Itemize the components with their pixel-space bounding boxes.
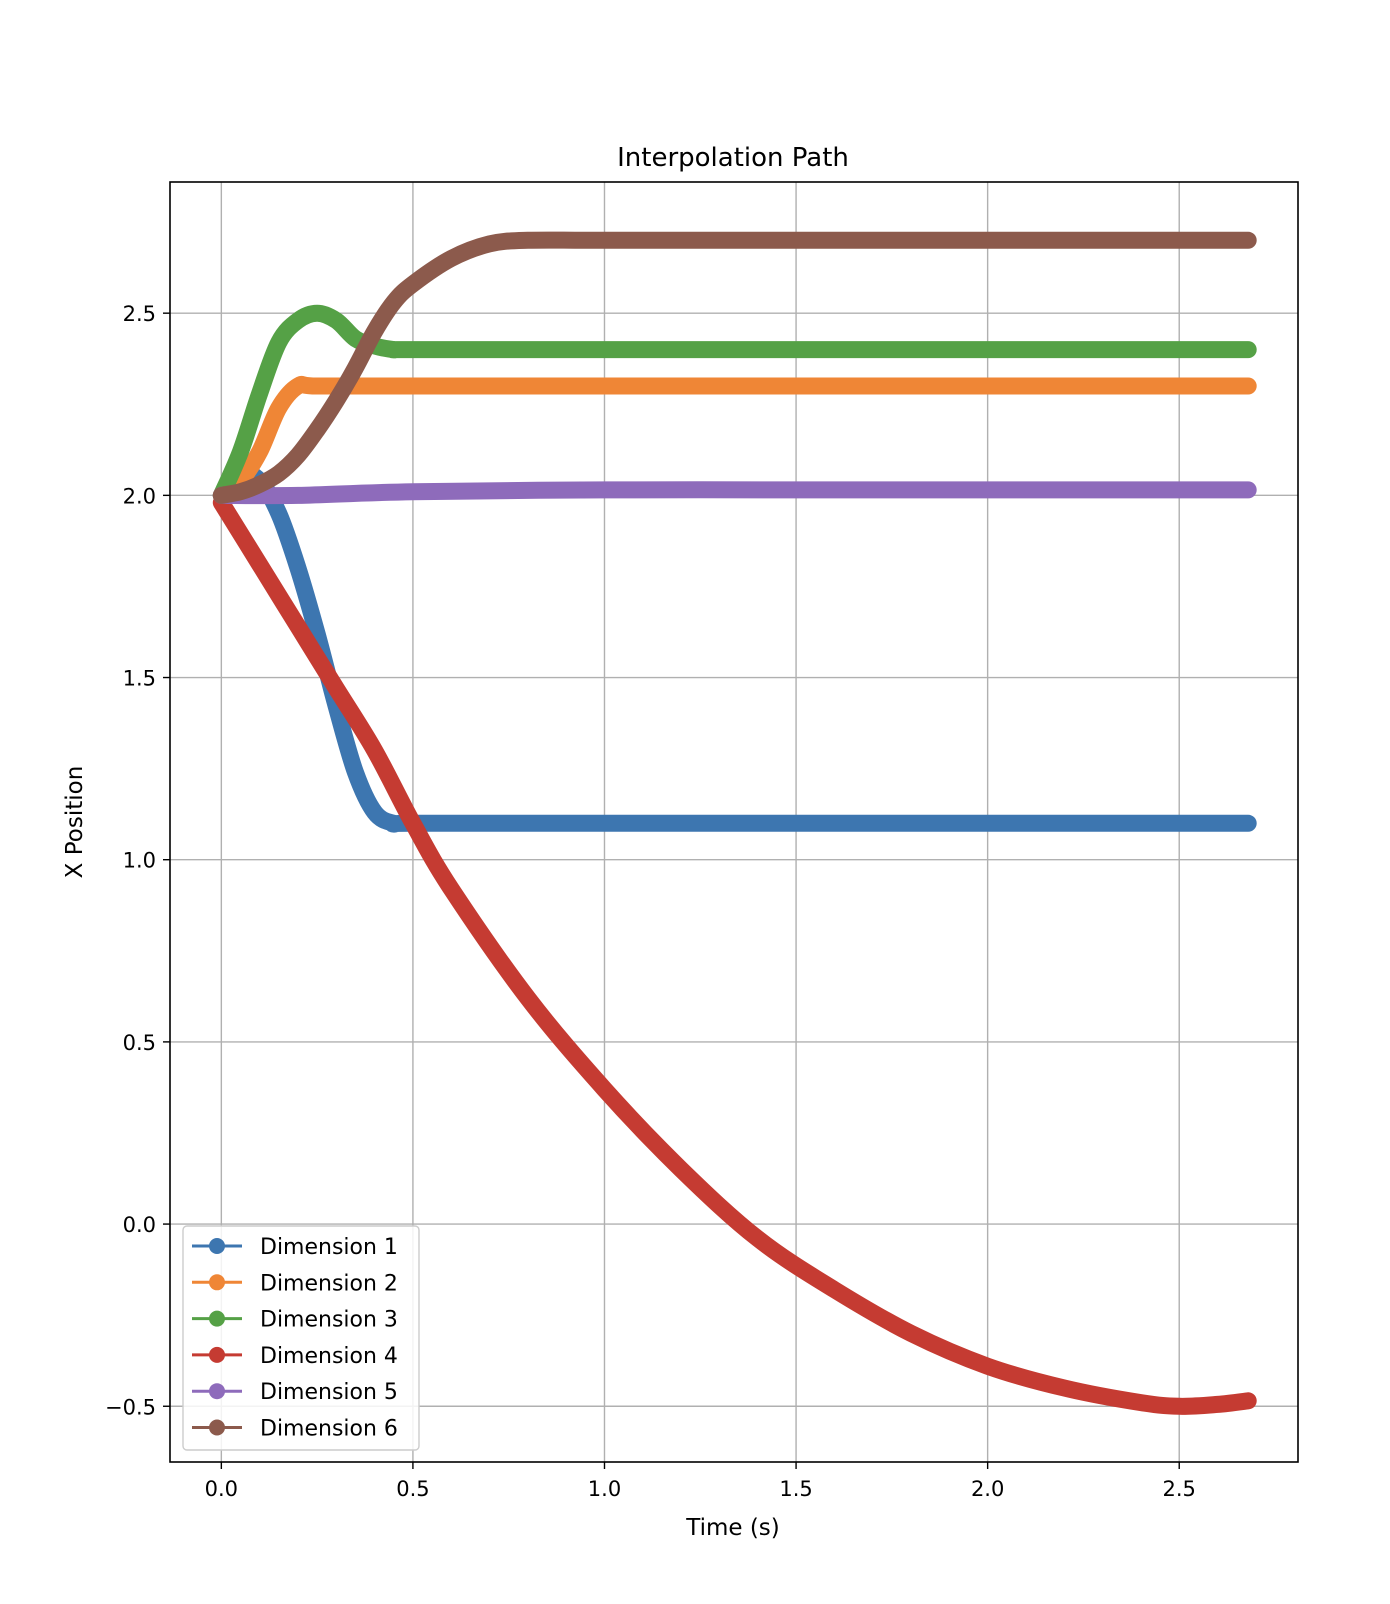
y-tick-label: 0.5 (123, 1031, 156, 1055)
x-tick-label: 1.5 (779, 1477, 812, 1501)
legend-label: Dimension 2 (260, 1271, 398, 1296)
series-line-dimension-6 (212, 231, 1257, 504)
series-line-dimension-2 (212, 375, 1257, 504)
legend-label: Dimension 4 (260, 1344, 398, 1369)
x-tick-label: 1.0 (588, 1477, 621, 1501)
x-tick-label: 2.0 (971, 1477, 1004, 1501)
series-line-dimension-4 (212, 494, 1257, 1415)
x-tick-label: 2.5 (1163, 1477, 1196, 1501)
legend: Dimension 1 Dimension 2 Dimension 3 Dimensi… (182, 1225, 420, 1451)
x-tick-label: 0.0 (205, 1477, 238, 1501)
series-line-dimension-3 (212, 304, 1257, 504)
legend-label: Dimension 6 (260, 1417, 398, 1442)
series-line-dimension-5 (212, 481, 1257, 505)
legend-marker (209, 1346, 225, 1363)
legend-label: Dimension 1 (260, 1235, 398, 1260)
legend-marker (209, 1310, 225, 1327)
legend-marker (209, 1274, 225, 1291)
chart-title: Interpolation Path (617, 143, 849, 173)
legend-marker (209, 1383, 225, 1400)
series-lines (212, 231, 1257, 1415)
y-tick-label: 1.0 (123, 849, 156, 873)
y-tick-label: 1.5 (123, 667, 156, 691)
y-tick-label: −0.5 (105, 1395, 156, 1419)
y-tick-label: 2.0 (123, 484, 156, 508)
x-axis-label: Time (s) (685, 1515, 780, 1541)
series-line-dimension-1 (212, 464, 1257, 833)
legend-marker (209, 1419, 225, 1436)
plot-frame (169, 181, 1299, 1463)
legend-marker (209, 1238, 225, 1254)
y-axis-label: X Position (62, 766, 88, 879)
legend-label: Dimension 3 (260, 1308, 398, 1333)
y-tick-label: 0.0 (123, 1213, 156, 1237)
x-tick-label: 0.5 (396, 1477, 429, 1501)
y-tick-label: 2.5 (123, 302, 156, 326)
axes: 0.0 0.5 1.0 1.5 2.0 2.5 −0.5 0.0 0.5 1.0 1.5 2.0 2.5 (105, 302, 1196, 1501)
legend-label: Dimension 5 (260, 1380, 398, 1405)
